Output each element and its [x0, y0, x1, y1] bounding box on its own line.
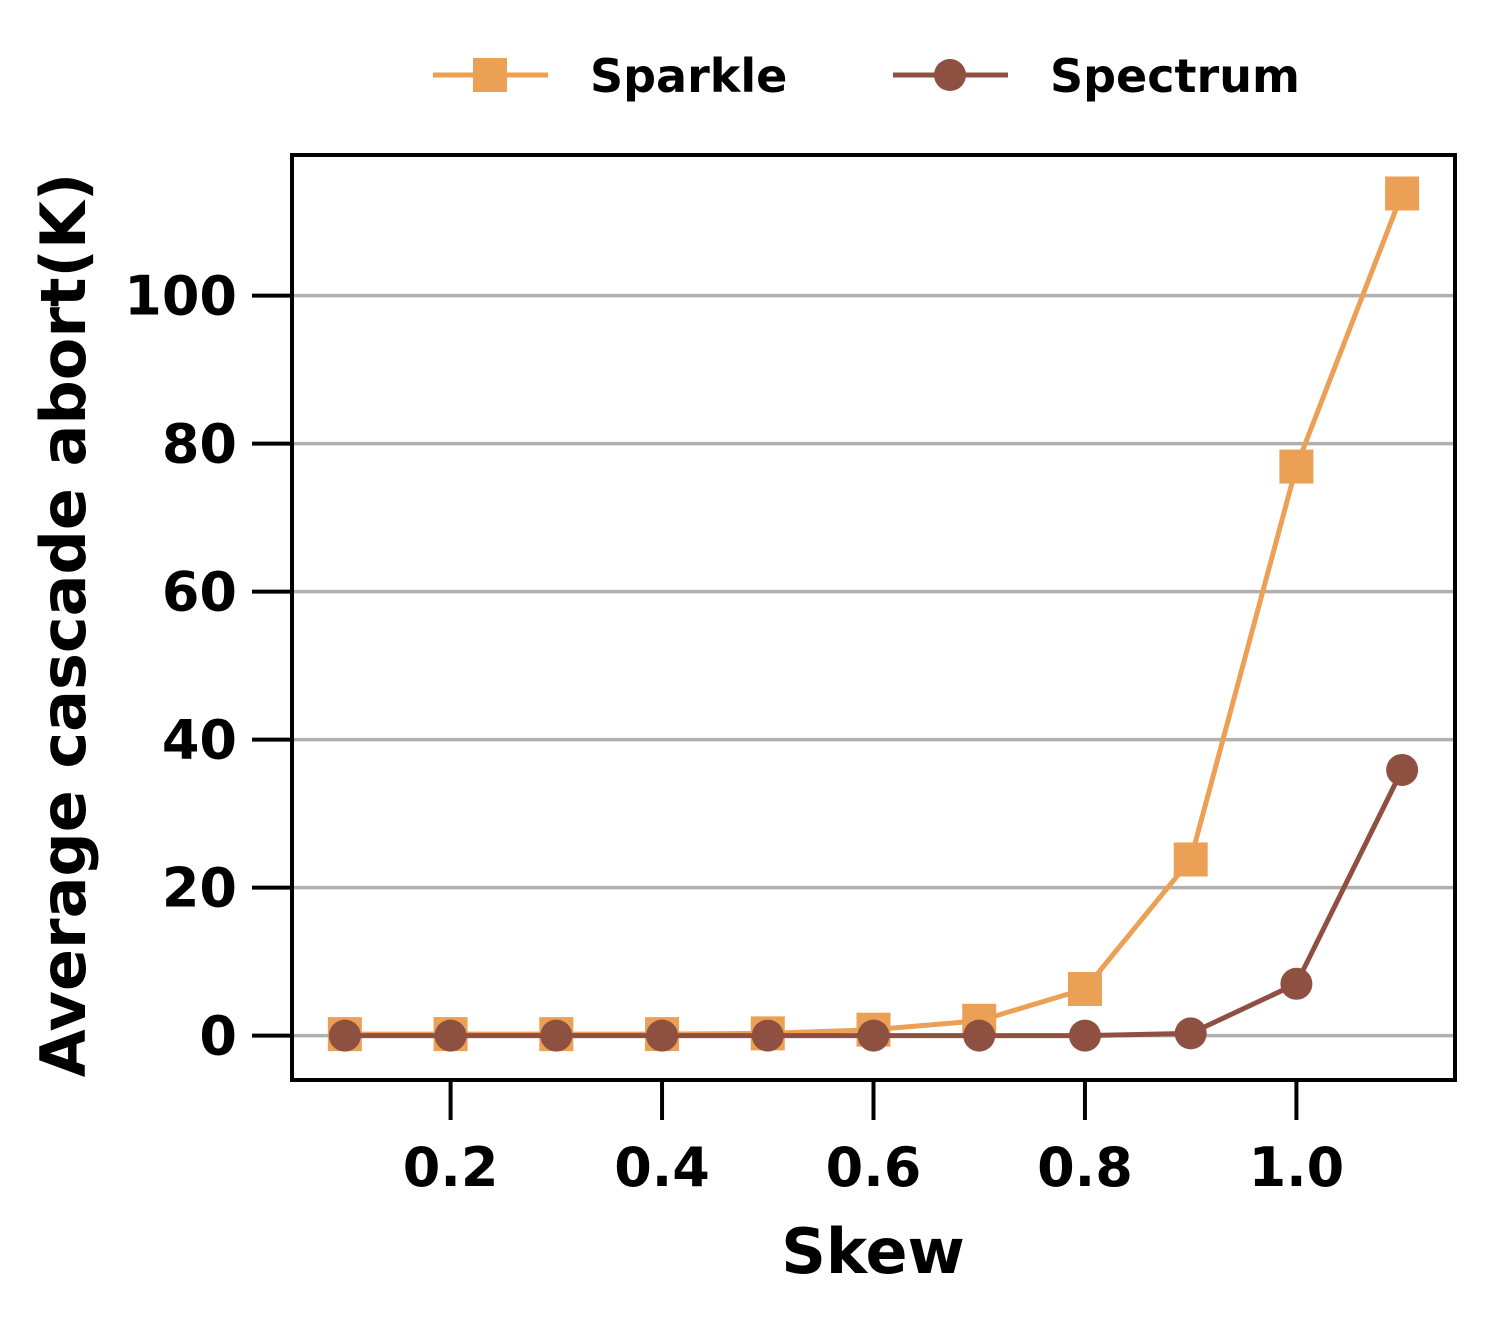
- y-tick-label: 0: [199, 1005, 237, 1068]
- data-point: [1067, 971, 1102, 1006]
- data-point: [646, 1019, 679, 1052]
- data-point: [1068, 1019, 1101, 1052]
- x-tick-label: 1.0: [1249, 1136, 1345, 1199]
- legend: Sparkle Spectrum: [433, 49, 1300, 103]
- plot-frame: [290, 153, 1457, 1082]
- x-axis-title: Skew: [781, 1215, 965, 1288]
- legend-marker: [473, 58, 507, 92]
- legend-label: Sparkle: [590, 49, 787, 103]
- data-point: [540, 1019, 573, 1052]
- y-axis: 0 20 40 60 80 100: [124, 265, 292, 1068]
- data-point: [1173, 842, 1208, 877]
- gridlines: [292, 293, 1455, 1038]
- y-tick-label: 80: [162, 413, 237, 476]
- data-point: [434, 1019, 467, 1052]
- y-axis-title: Average cascade abort(K): [27, 173, 100, 1078]
- x-tick-label: 0.6: [826, 1136, 922, 1199]
- y-tick-label: 60: [162, 561, 237, 624]
- legend-label: Spectrum: [1050, 49, 1300, 103]
- legend-marker: [934, 59, 966, 91]
- data-point: [751, 1019, 784, 1052]
- y-tick-label: 20: [162, 857, 237, 920]
- data-point: [857, 1019, 890, 1052]
- data-point: [1386, 753, 1419, 786]
- data-point: [963, 1019, 996, 1052]
- y-tick-label: 40: [162, 709, 237, 772]
- plot-series: [327, 176, 1420, 1052]
- x-tick-label: 0.4: [614, 1136, 710, 1199]
- data-point: [1279, 449, 1314, 484]
- x-tick-label: 0.2: [403, 1136, 499, 1199]
- data-point: [1280, 967, 1313, 1000]
- data-point: [1174, 1017, 1207, 1050]
- series-line: [342, 191, 1405, 1037]
- data-point: [328, 1019, 361, 1052]
- data-point: [1385, 176, 1420, 211]
- x-tick-label: 0.8: [1037, 1136, 1133, 1199]
- series-line: [342, 767, 1405, 1039]
- x-axis: 0.2 0.4 0.6 0.8 1.0: [403, 1080, 1344, 1199]
- y-tick-label: 100: [124, 265, 237, 328]
